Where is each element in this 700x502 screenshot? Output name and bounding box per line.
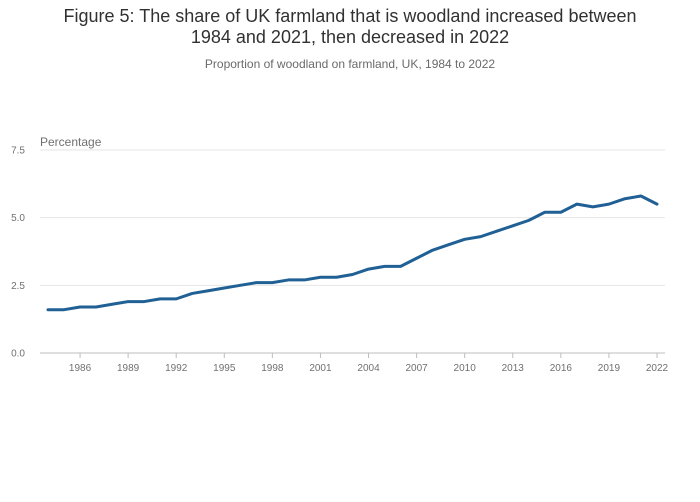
x-tick-label: 1986 (69, 363, 92, 374)
data-point[interactable] (493, 227, 501, 235)
y-axis-label: Percentage (40, 135, 102, 149)
x-tick-label: 1998 (261, 363, 284, 374)
data-point[interactable] (156, 295, 164, 303)
data-point[interactable] (397, 262, 405, 270)
data-point[interactable] (284, 276, 292, 284)
chart-title-line-2: 1984 and 2021, then decreased in 2022 (190, 27, 510, 47)
x-tick-label: 2007 (405, 363, 428, 374)
data-point[interactable] (60, 306, 68, 314)
data-point[interactable] (252, 279, 260, 287)
data-point[interactable] (236, 281, 244, 289)
data-point[interactable] (541, 208, 549, 216)
chart-title-line-1: Figure 5: The share of UK farmland that … (63, 6, 637, 26)
data-point[interactable] (365, 265, 373, 273)
data-point[interactable] (445, 241, 453, 249)
data-point[interactable] (621, 195, 629, 203)
y-tick-label: 0.0 (11, 349, 25, 360)
data-point[interactable] (381, 262, 389, 270)
data-point[interactable] (605, 200, 613, 208)
data-point[interactable] (220, 284, 228, 292)
data-point[interactable] (44, 306, 52, 314)
x-tick-label: 2010 (454, 363, 477, 374)
data-point[interactable] (316, 273, 324, 281)
x-axis: 0.0 2.5 5.0 7.5 1986 1989 1992 1995 1998 2001 2004… (11, 146, 668, 375)
data-point[interactable] (268, 279, 276, 287)
data-point[interactable] (92, 303, 100, 311)
grid-lines (40, 149, 665, 354)
x-tick-label: 1995 (213, 363, 236, 374)
data-point[interactable] (429, 246, 437, 254)
x-tick-label: 2004 (357, 363, 380, 374)
data-point[interactable] (413, 254, 421, 262)
x-tick-label: 1989 (117, 363, 140, 374)
y-tick-label: 2.5 (11, 281, 25, 292)
x-tick-label: 2022 (646, 363, 669, 374)
data-point[interactable] (172, 295, 180, 303)
data-point[interactable] (653, 200, 661, 208)
x-tick-label: 2019 (598, 363, 621, 374)
data-point[interactable] (188, 289, 196, 297)
data-point[interactable] (300, 276, 308, 284)
data-point[interactable] (108, 300, 116, 308)
data-point[interactable] (477, 233, 485, 241)
y-tick-label: 5.0 (11, 213, 25, 224)
series-line-woodland-share (46, 194, 659, 312)
data-point[interactable] (124, 298, 132, 306)
data-point[interactable] (573, 200, 581, 208)
data-point[interactable] (589, 203, 597, 211)
series-layer (44, 192, 661, 314)
data-point[interactable] (637, 192, 645, 200)
chart-subtitle: Proportion of woodland on farmland, UK, … (204, 57, 496, 71)
data-point[interactable] (461, 235, 469, 243)
data-point[interactable] (140, 298, 148, 306)
data-point[interactable] (76, 303, 84, 311)
y-tick-label: 7.5 (11, 146, 25, 157)
x-tick-label: 1992 (165, 363, 188, 374)
data-point[interactable] (349, 271, 357, 279)
data-point[interactable] (525, 216, 533, 224)
x-tick-label: 2016 (550, 363, 573, 374)
data-point[interactable] (204, 287, 212, 295)
x-tick-label: 2001 (309, 363, 332, 374)
data-point[interactable] (509, 222, 517, 230)
data-point[interactable] (557, 208, 565, 216)
chart-title: Figure 5: The share of UK farmland that … (0, 6, 700, 48)
x-tick-label: 2013 (502, 363, 525, 374)
data-point[interactable] (332, 273, 340, 281)
